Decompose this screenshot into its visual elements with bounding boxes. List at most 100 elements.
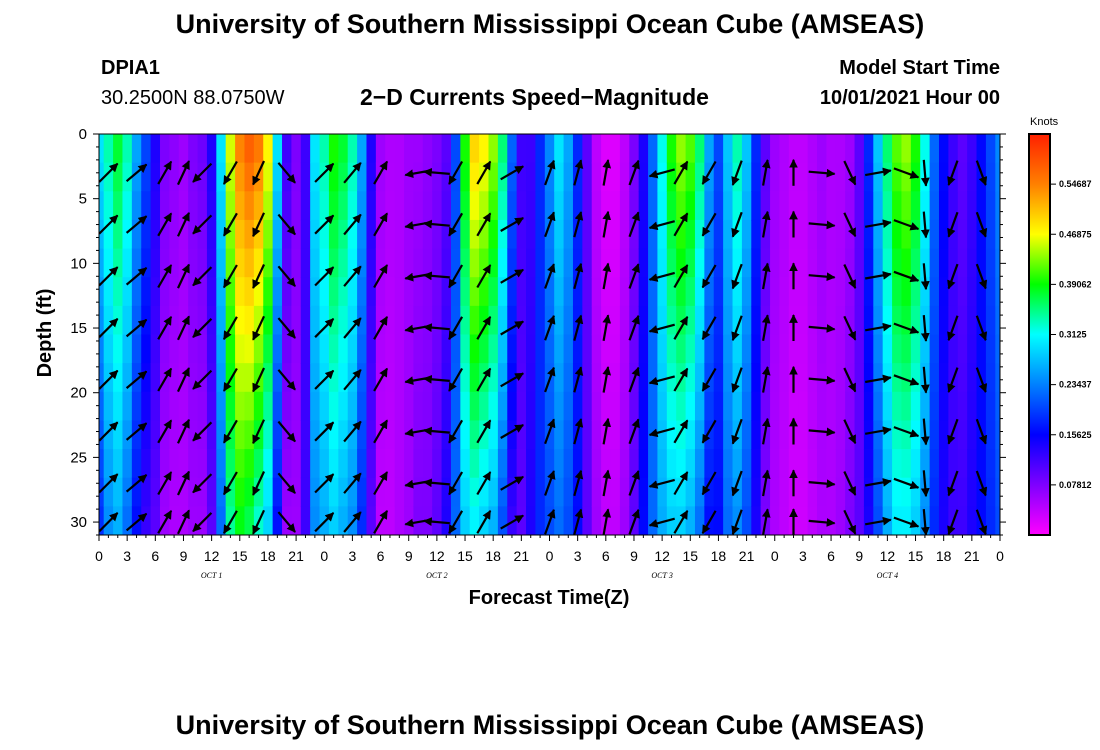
heatmap-cell — [216, 219, 227, 250]
heatmap-cell — [319, 162, 330, 192]
heatmap-cell — [263, 277, 274, 307]
heatmap-cell — [770, 277, 781, 307]
heatmap-cell — [441, 162, 452, 192]
heatmap-cell — [99, 420, 105, 450]
heatmap-cell — [357, 134, 368, 164]
current-arrow — [573, 469, 584, 497]
heatmap-cell — [479, 391, 490, 422]
heatmap-cell — [338, 334, 349, 364]
colorbar-tick-label: 0.3125 — [1059, 330, 1087, 340]
heatmap-cell — [310, 363, 321, 393]
current-arrow — [761, 417, 771, 445]
heatmap-cell — [385, 363, 396, 393]
heatmap-cell — [648, 191, 659, 221]
heatmap-cell — [460, 219, 471, 250]
heatmap-cell — [873, 219, 884, 250]
y-axis-label: Depth (ft) — [34, 289, 56, 378]
heatmap-cell — [526, 305, 537, 336]
heatmap-cell — [385, 277, 396, 307]
heatmap-cell — [582, 134, 593, 164]
heatmap-cell — [929, 477, 940, 507]
heatmap-cell — [910, 134, 921, 164]
heatmap-cell — [601, 449, 612, 479]
heatmap-cell — [178, 219, 189, 250]
heatmap-cell — [835, 449, 846, 479]
day-label: OCT 2 — [426, 571, 447, 580]
current-arrow — [125, 512, 148, 532]
heatmap-cell — [122, 363, 133, 393]
heatmap-cell — [441, 477, 452, 507]
heatmap-cell — [347, 248, 358, 278]
current-arrow — [277, 472, 296, 494]
heatmap-cell — [206, 248, 217, 278]
current-arrow — [277, 265, 296, 287]
heatmap-cell — [197, 391, 208, 422]
current-arrow — [947, 418, 959, 445]
heatmap-cell — [169, 363, 180, 393]
heatmap-cell — [422, 420, 433, 450]
heatmap-cell — [873, 477, 884, 507]
heatmap-cell — [798, 391, 809, 422]
heatmap-cell — [131, 391, 142, 422]
heatmap-cell — [779, 248, 790, 278]
heatmap-cell — [479, 191, 490, 221]
heatmap-cell — [563, 305, 574, 336]
heatmap-cell — [366, 277, 377, 307]
current-arrow — [920, 315, 930, 342]
current-arrow — [573, 159, 584, 186]
heatmap-cell — [676, 449, 687, 479]
heatmap-cell — [244, 134, 255, 164]
heatmap-cell — [938, 449, 949, 479]
heatmap-cell — [826, 134, 837, 164]
heatmap-cell — [404, 277, 415, 307]
current-arrow — [192, 162, 213, 183]
heatmap-cell — [948, 191, 959, 221]
heatmap-cell — [469, 391, 480, 422]
heatmap-cell — [122, 219, 133, 250]
heatmap-cell — [282, 363, 293, 393]
heatmap-cell — [648, 334, 659, 364]
heatmap-cell — [160, 334, 170, 364]
heatmap-cell — [694, 391, 705, 422]
heatmap-cell — [169, 219, 180, 250]
heatmap-cell — [385, 134, 396, 164]
current-arrow — [448, 160, 464, 185]
current-arrow — [544, 366, 556, 393]
heatmap-cell — [967, 391, 978, 422]
heatmap-cell — [648, 305, 659, 336]
y-tick-label: 20 — [70, 385, 87, 402]
heatmap-cell — [122, 191, 133, 221]
heatmap-cell — [807, 277, 818, 307]
heatmap-cell — [985, 363, 996, 393]
current-arrow — [701, 212, 717, 237]
heatmap-cell — [122, 506, 133, 535]
heatmap-cell — [366, 506, 377, 535]
heatmap-cell — [704, 391, 715, 422]
heatmap-cell — [366, 420, 377, 450]
heatmap-cell — [638, 506, 649, 535]
heatmap-cell — [319, 191, 330, 221]
heatmap-cell — [657, 219, 668, 250]
current-arrow — [843, 212, 857, 238]
heatmap-cell — [751, 477, 762, 507]
heatmap-cell — [235, 391, 246, 422]
heatmap-cell — [535, 420, 546, 450]
heatmap-cell — [863, 277, 874, 307]
heatmap-cell — [901, 334, 912, 364]
heatmap-cell — [169, 248, 180, 278]
heatmap-cell — [497, 391, 508, 422]
heatmap-cell — [826, 391, 837, 422]
heatmap-cell — [526, 420, 537, 450]
heatmap-cell — [394, 391, 405, 422]
heatmap-cell — [197, 277, 208, 307]
heatmap-cell — [845, 391, 856, 422]
current-arrow — [893, 516, 920, 528]
heatmap-cell — [713, 191, 724, 221]
heatmap-cell — [948, 334, 959, 364]
heatmap-cell — [197, 477, 208, 507]
heatmap-cell — [272, 334, 283, 364]
heatmap-cell — [328, 248, 339, 278]
heatmap-cell — [648, 506, 659, 535]
heatmap-cell — [901, 506, 912, 535]
current-arrow — [843, 419, 857, 445]
